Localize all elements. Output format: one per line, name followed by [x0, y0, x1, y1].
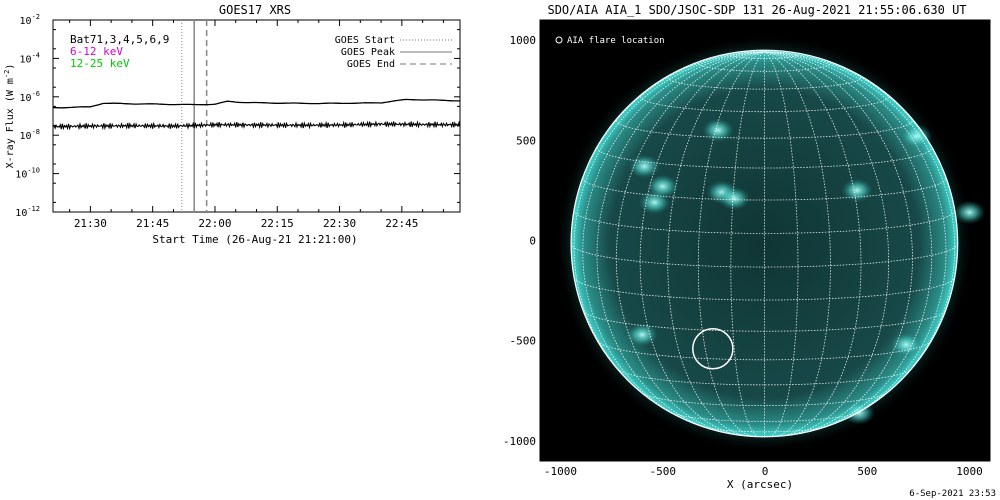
aia-legend: AIA flare location — [555, 36, 665, 46]
aia-ytick-label: 1000 — [510, 34, 537, 47]
goes-xtick-label: 22:45 — [385, 217, 418, 230]
active-region — [718, 186, 751, 211]
goes-xtick-label: 21:45 — [136, 217, 169, 230]
goes-ylabel: X-ray Flux (W m-2) — [3, 64, 16, 169]
longitude-line — [596, 51, 765, 433]
longitude-line — [764, 51, 933, 433]
longitude-line — [764, 51, 862, 437]
longitude-line — [764, 51, 956, 402]
label-6-12-kev: 6-12 keV — [70, 45, 123, 58]
longitude-line — [639, 51, 765, 436]
active-region — [646, 174, 679, 199]
goes-xlabel: Start Time (26-Aug-21 21:21:00) — [152, 233, 357, 246]
longitude-line — [764, 51, 913, 435]
active-region — [841, 178, 874, 203]
longitude-line — [764, 51, 959, 244]
aia-x-axis: -1000 -500 0 500 1000 — [544, 20, 983, 478]
active-region — [626, 322, 659, 347]
latitude-line — [597, 341, 932, 361]
aia-xtick-label: 1000 — [956, 465, 983, 478]
aia-ytick-label: 500 — [516, 134, 536, 147]
longitude-line — [764, 51, 831, 437]
goes-ytick-label: 10-10 — [15, 167, 40, 181]
goes-ytick-label: 10-4 — [20, 51, 40, 65]
goes-flux-series — [52, 98, 461, 131]
footer-timestamp: 6-Sep-2021 23:53 — [909, 489, 996, 499]
active-region — [953, 200, 986, 225]
legend-goes-peak: GOES Peak — [341, 47, 395, 58]
goes-ytick-label: 10-12 — [15, 205, 40, 219]
longitude-line — [764, 51, 947, 426]
longitude-line — [697, 51, 765, 437]
goes-title: GOES17 XRS — [219, 3, 291, 17]
aia-xtick-label: -1000 — [544, 465, 577, 478]
aia-y-axis: 1000 500 0 -500 -1000 — [503, 34, 990, 448]
longitude-line — [582, 51, 765, 426]
goes-xtick-label: 21:30 — [74, 217, 107, 230]
goes-xtick-label: 22:30 — [323, 217, 356, 230]
aia-legend-marker — [555, 36, 563, 44]
goes-y-axis: 10-12 10-10 10-8 10-6 10-4 10-2 — [15, 13, 460, 219]
longitude-line — [615, 51, 765, 435]
goes-flux-short-line — [52, 120, 461, 131]
longitude-line — [764, 51, 799, 437]
longitude-line — [573, 51, 765, 402]
goes-xtick-label: 22:15 — [261, 217, 294, 230]
longitude-line — [764, 51, 890, 436]
aia-title: SDO/AIA AIA_1 SDO/JSOC-SDP 131 26-Aug-20… — [547, 3, 966, 17]
aia-ytick-label: -1000 — [503, 435, 536, 448]
aia-xtick-label: -500 — [649, 465, 676, 478]
active-region — [628, 154, 661, 179]
aia-ytick-label: -500 — [510, 335, 537, 348]
goes-ytick-label: 10-2 — [20, 13, 40, 27]
goes-legend: GOES Start GOES Peak GOES End — [335, 35, 452, 70]
legend-goes-start: GOES Start — [335, 35, 395, 46]
heliographic-grid — [570, 51, 959, 437]
aia-xlabel: X (arcsec) — [727, 478, 793, 491]
latitude-line — [596, 147, 933, 169]
aia-xtick-label: 500 — [857, 465, 877, 478]
goes-flux-long-line — [52, 98, 460, 109]
detector-label: Bat71,3,4,5,6,9 — [70, 33, 169, 46]
longitude-line — [667, 51, 765, 437]
goes-ytick-label: 10-6 — [20, 90, 40, 104]
active-region — [701, 118, 734, 143]
solar-limb-outline — [570, 49, 959, 438]
flare-location-circle — [692, 327, 734, 370]
latitude-line — [573, 277, 955, 301]
aia-xtick-label: 0 — [762, 465, 769, 478]
goes-ytick-label: 10-8 — [20, 128, 40, 142]
active-regions — [626, 118, 986, 425]
active-region — [890, 332, 923, 357]
active-region — [900, 124, 933, 149]
longitude-line — [730, 51, 765, 437]
goes-x-axis: 21:30 21:45 22:00 22:15 22:30 22:45 — [69, 20, 444, 230]
legend-goes-end: GOES End — [347, 59, 395, 70]
goes-event-markers — [181, 20, 208, 212]
aia-legend-label: AIA flare location — [567, 36, 665, 46]
longitude-line — [570, 51, 765, 244]
label-12-25-kev: 12-25 keV — [70, 57, 130, 70]
goes-xtick-label: 22:00 — [198, 217, 231, 230]
aia-ytick-label: 0 — [529, 235, 536, 248]
latitude-line — [573, 210, 956, 234]
